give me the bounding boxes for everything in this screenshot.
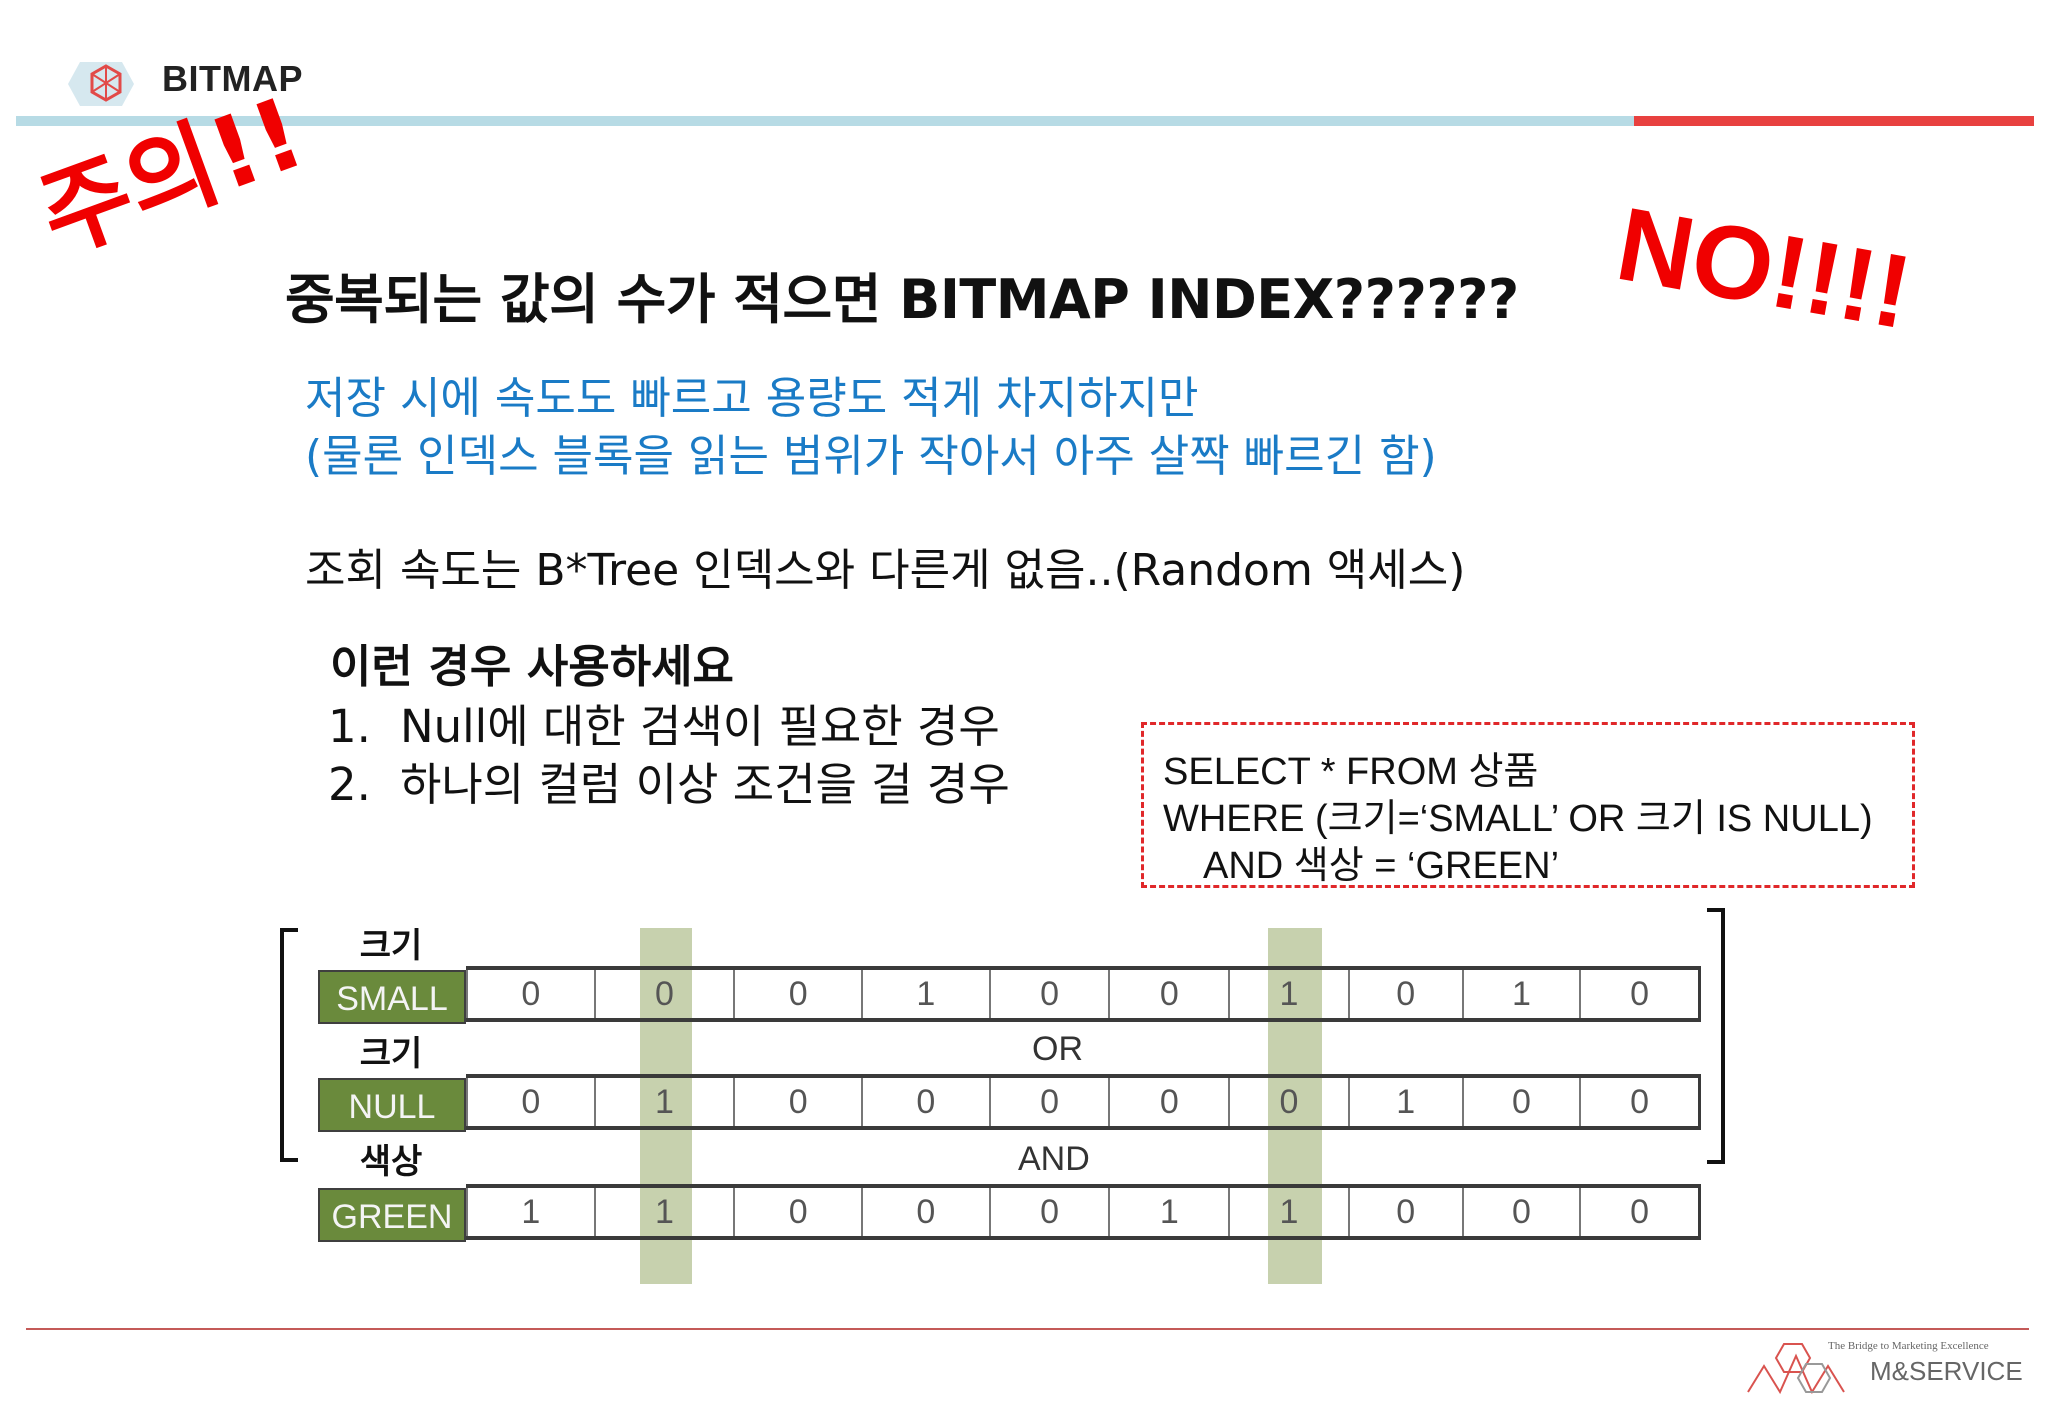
- bit-cell: 1: [593, 1078, 734, 1126]
- column-name-label: 크기: [359, 926, 423, 966]
- operator-label: AND: [1018, 1140, 1090, 1178]
- bit-cell: 1: [1108, 1188, 1228, 1236]
- bit-cell: 0: [988, 970, 1109, 1018]
- highlight-column: [1268, 928, 1322, 1284]
- sql-line: AND 색상 = ‘GREEN’: [1203, 845, 1560, 887]
- list-text: 하나의 컬럼 이상 조건을 걸 경우: [400, 758, 1010, 811]
- bit-cell: 1: [1228, 1188, 1348, 1236]
- operator-label: OR: [1032, 1030, 1083, 1068]
- bit-cell: 0: [593, 970, 734, 1018]
- header-divider-red: [1634, 116, 2034, 126]
- bit-cell: 0: [1347, 1188, 1462, 1236]
- sql-line: SELECT * FROM 상품: [1163, 751, 1539, 793]
- bit-cell: 0: [1461, 1188, 1580, 1236]
- list-item: 1. Null에 대한 검색이 필요한 경우: [328, 690, 1000, 755]
- bit-cell: 0: [988, 1188, 1109, 1236]
- bit-cell: 0: [733, 1188, 861, 1236]
- headline: 중복되는 값의 수가 적으면 BITMAP INDEX??????: [285, 268, 1519, 331]
- header-divider-blue: [16, 116, 1634, 126]
- bit-cell: 0: [1461, 1078, 1580, 1126]
- bit-cell: 1: [861, 970, 989, 1018]
- list-text: Null에 대한 검색이 필요한 경우: [400, 700, 1000, 753]
- bit-cell: 0: [861, 1188, 989, 1236]
- list-number: 1.: [328, 700, 371, 753]
- bit-cell: 0: [733, 1078, 861, 1126]
- lookup-note: 조회 속도는 B*Tree 인덱스와 다른게 없음..(Random 액세스): [305, 545, 1466, 596]
- brand-logo-icon: [1747, 1343, 1845, 1395]
- bit-cell: 0: [1579, 1188, 1698, 1236]
- bit-cell: 0: [733, 970, 861, 1018]
- bit-cell: 1: [1347, 1078, 1462, 1126]
- bit-cell: 0: [1579, 970, 1698, 1018]
- logo-icon: [68, 62, 134, 106]
- sql-line: WHERE (크기=‘SMALL’ OR 크기 IS NULL): [1163, 798, 1873, 840]
- bit-cell: 1: [1461, 970, 1580, 1018]
- column-name-label: 색상: [359, 1142, 423, 1182]
- bracket-right: [1707, 908, 1725, 1164]
- page-title: BITMAP: [162, 58, 303, 99]
- bit-cell: 0: [861, 1078, 989, 1126]
- value-label: SMALL: [318, 970, 466, 1024]
- bit-cell: 0: [1579, 1078, 1698, 1126]
- footer-divider: [26, 1328, 2029, 1330]
- list-item: 2. 하나의 컬럼 이상 조건을 걸 경우: [328, 748, 1010, 813]
- bit-cell: 0: [466, 970, 594, 1018]
- bit-cell: 0: [1108, 970, 1228, 1018]
- bit-cell: 1: [593, 1188, 734, 1236]
- footer-tagline: The Bridge to Marketing Excellence: [1828, 1340, 1989, 1352]
- value-label: NULL: [318, 1078, 466, 1132]
- note-line: (물론 인덱스 블록을 읽는 범위가 작아서 아주 살짝 빠르긴 함): [305, 431, 1437, 482]
- list-number: 2.: [328, 758, 371, 811]
- bit-cell: 1: [1228, 970, 1348, 1018]
- bracket-left: [280, 928, 298, 1162]
- footer-brand: M&SERVICE: [1870, 1356, 2023, 1386]
- bit-cell: 0: [1228, 1078, 1348, 1126]
- value-label: GREEN: [318, 1188, 466, 1242]
- bit-cell: 0: [1108, 1078, 1228, 1126]
- bit-cell: 1: [466, 1188, 594, 1236]
- sql-box: [1141, 722, 1915, 888]
- bit-cell: 0: [1347, 970, 1462, 1018]
- no-stamp: NO!!!!: [1608, 186, 1920, 352]
- note-line: 저장 시에 속도도 빠르고 용량도 적게 차지하지만: [305, 373, 1199, 424]
- highlight-column: [640, 928, 692, 1284]
- bit-cell: 0: [988, 1078, 1109, 1126]
- caution-stamp: 주의!!: [25, 76, 319, 276]
- bit-cell: 0: [466, 1078, 594, 1126]
- column-name-label: 크기: [359, 1034, 423, 1074]
- usage-heading: 이런 경우 사용하세요: [330, 640, 734, 693]
